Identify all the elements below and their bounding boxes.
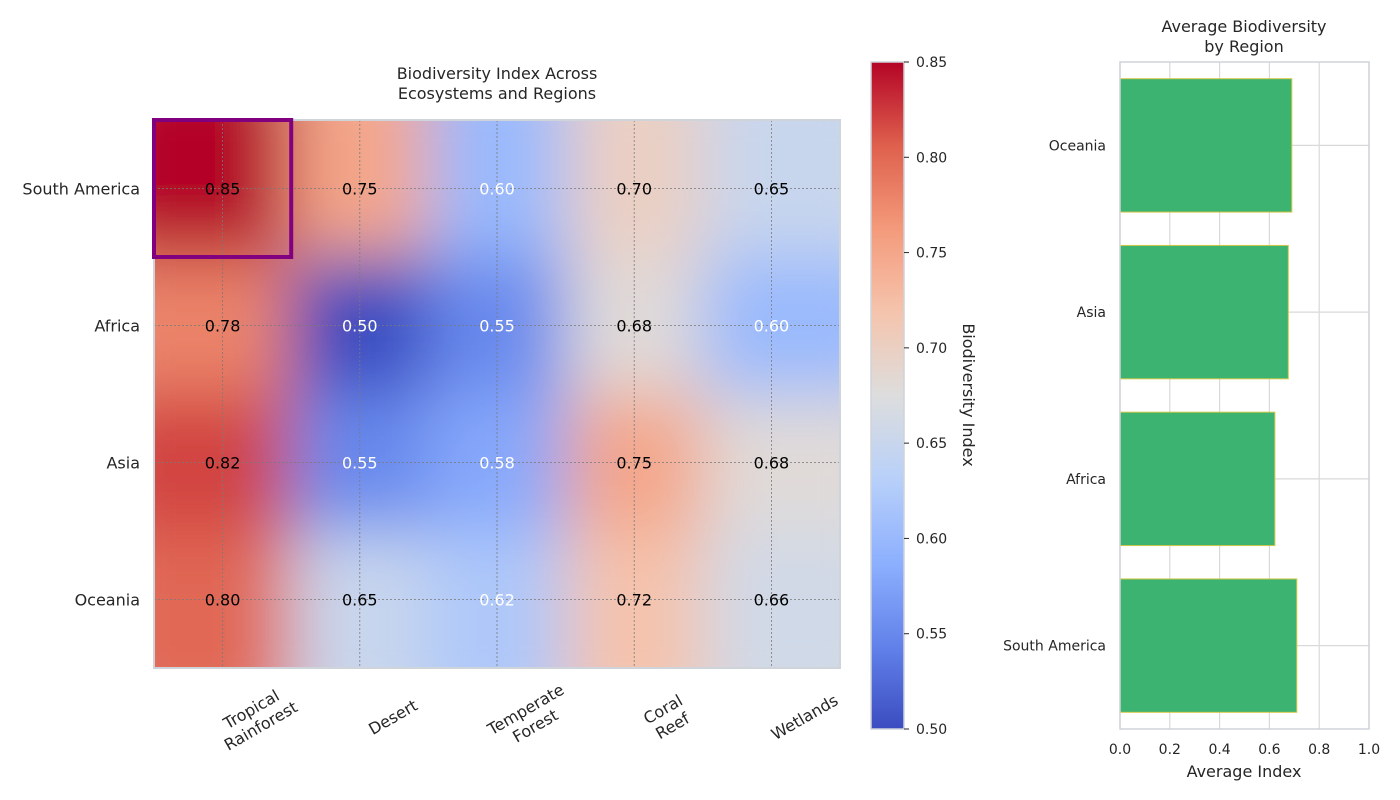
svg-text:CoralReef: CoralReef [640, 691, 695, 745]
bar-x-tick-label: 1.0 [1358, 742, 1380, 758]
svg-text:TropicalRainforest: TropicalRainforest [211, 681, 300, 755]
heatmap-gridlines [154, 120, 840, 668]
heatmap-column-label: TemperateForest [483, 680, 576, 756]
colorbar-tick-label: 0.75 [916, 246, 947, 262]
heatmap-row-label: Africa [94, 317, 140, 336]
bar-panel: Average Biodiversity by Region South Amer… [1003, 17, 1380, 781]
svg-text:Desert: Desert [365, 696, 421, 739]
heatmap-cell-value: 0.50 [342, 317, 378, 336]
heatmap-cell-labels: 0.85 0.75 0.60 0.70 0.65 0.78 0.50 0.55 0.68 0.60… [205, 180, 789, 610]
colorbar-label: Biodiversity Index [959, 323, 978, 466]
heatmap-row-labels: South America Africa Asia Oceania [22, 180, 140, 610]
colorbar-tick-label: 0.50 [916, 722, 947, 738]
heatmap-cell-value: 0.68 [754, 454, 790, 473]
bar-x-tick-labels: 0.0 0.2 0.4 0.6 0.8 1.0 [1109, 742, 1380, 758]
svg-text:TemperateForest: TemperateForest [483, 680, 576, 756]
heatmap-cell-value: 0.62 [479, 591, 515, 610]
colorbar-tick-label: 0.65 [916, 436, 947, 452]
bars [1119, 78, 1298, 713]
heatmap-cell-value: 0.55 [479, 317, 515, 336]
heatmap-cell-value: 0.60 [479, 180, 515, 199]
heatmap-cell-value: 0.78 [205, 317, 241, 336]
bar [1119, 578, 1298, 713]
heatmap-cell-value: 0.65 [342, 591, 378, 610]
heatmap-cell-value: 0.80 [205, 591, 241, 610]
heatmap-column-label: Desert [365, 696, 421, 739]
heatmap-cell-value: 0.72 [616, 591, 652, 610]
bar-x-tick-label: 0.6 [1258, 742, 1280, 758]
colorbar-tick-label: 0.60 [916, 531, 947, 547]
bar-category-label: Oceania [1049, 138, 1106, 154]
heatmap-cell [154, 120, 292, 257]
heatmap-cell-value: 0.66 [754, 591, 790, 610]
heatmap-panel: Biodiversity Index Across Ecosystems and … [22, 64, 841, 756]
heatmap-title: Biodiversity Index Across Ecosystems and … [397, 64, 598, 103]
bar [1119, 411, 1276, 547]
bar-category-label: South America [1003, 639, 1106, 655]
bar-x-tick-label: 0.0 [1109, 742, 1131, 758]
heatmap-cell-value: 0.70 [616, 180, 652, 199]
heatmap-cell-value: 0.55 [342, 454, 378, 473]
heatmap-column-label: Wetlands [768, 691, 841, 744]
heatmap-column-label: CoralReef [640, 691, 695, 745]
bar-x-axis-label: Average Index [1187, 762, 1302, 781]
heatmap-cell-value: 0.75 [342, 180, 378, 199]
heatmap-cell-value: 0.75 [616, 454, 652, 473]
heatmap-cell-value: 0.82 [205, 454, 241, 473]
svg-text:Wetlands: Wetlands [768, 691, 841, 744]
bar-x-tick-label: 0.4 [1208, 742, 1230, 758]
heatmap-column-labels: TropicalRainforest Desert TemperateForest C… [211, 680, 841, 756]
heatmap-row-label: South America [22, 180, 140, 199]
colorbar-tick-label: 0.70 [916, 341, 947, 357]
bar-chart-title: Average Biodiversity by Region [1161, 17, 1326, 56]
heatmap-row-label: Asia [106, 454, 140, 473]
colorbar-tick-label: 0.55 [916, 627, 947, 643]
heatmap-frame [153, 119, 841, 669]
bar-plot-frame [1119, 61, 1370, 730]
heatmap-cell-value: 0.68 [616, 317, 652, 336]
heatmap-row-label: Oceania [75, 591, 140, 610]
heatmap-cell-value: 0.85 [205, 180, 241, 199]
heatmap-cell-value: 0.60 [754, 317, 790, 336]
bar-x-tick-label: 0.2 [1159, 742, 1181, 758]
heatmap-column-label: TropicalRainforest [211, 681, 301, 755]
bar-category-label: Asia [1077, 305, 1106, 321]
colorbar-tick-label: 0.85 [916, 55, 947, 71]
colorbar-ticks: 0.50 0.55 0.60 0.65 0.70 0.75 0.80 0.85 [904, 55, 947, 738]
colorbar-tick-label: 0.80 [916, 150, 947, 166]
bar [1119, 78, 1293, 213]
heatmap-cell-value: 0.65 [754, 180, 790, 199]
colorbar-gradient [870, 61, 905, 730]
heatmap-highlight-box [152, 118, 294, 259]
colorbar: 0.50 0.55 0.60 0.65 0.70 0.75 0.80 0.85 Biodive… [870, 55, 978, 738]
bar-category-label: Africa [1066, 472, 1106, 488]
bar-x-tick-label: 0.8 [1308, 742, 1330, 758]
bar-category-labels: South America Africa Asia Oceania [1003, 138, 1106, 654]
heatmap-cell-value: 0.58 [479, 454, 515, 473]
bar [1119, 244, 1289, 380]
